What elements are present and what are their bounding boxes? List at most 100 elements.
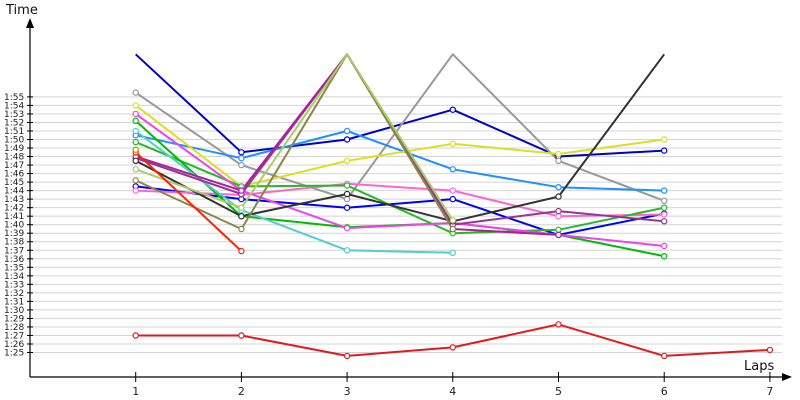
series-markers [132,89,774,360]
series-14-point-2 [238,212,245,220]
series-2-point-6 [661,147,668,154]
series-13-point-2 [238,187,245,194]
y-tick-label: 1:39 [4,229,24,239]
series-line-5 [135,104,665,188]
y-tick-label: 1:54 [4,101,24,111]
y-tick-label: 1:53 [4,110,24,120]
series-1-point-1 [132,332,139,339]
series-line-17 [135,151,243,252]
y-tick-label: 1:48 [4,153,24,163]
y-tick-label: 1:34 [4,272,24,282]
y-tick-label: 1:28 [4,323,24,333]
series-14-point-5 [555,193,562,200]
series-15-point-1 [132,177,139,184]
series-15-point-4 [449,225,456,233]
series-1-point-5 [555,321,562,328]
series-line-12 [135,53,665,226]
series-5-point-5 [555,150,562,158]
y-tick-label: 1:26 [4,340,24,350]
series-14-point-3 [343,190,351,198]
series-line-4 [135,130,665,192]
series-7-point-1 [132,187,139,194]
series-line-14 [135,53,666,223]
series-15-point-2 [238,225,245,233]
series-line-7 [135,182,665,218]
y-tick-label: 1:25 [4,349,24,359]
y-tick-labels: 1:251:261:271:281:291:301:311:321:331:34… [4,93,24,359]
series-4-point-5 [555,183,562,191]
series-line-16 [135,53,454,221]
series-7-point-4 [449,187,456,194]
y-tick-label: 1:38 [4,238,24,248]
y-tick-label: 1:42 [4,204,24,214]
x-tick-labels: 1 2 3 4 5 6 7 [132,372,773,398]
y-tick-label: 1:27 [4,331,24,341]
series-5-point-6 [661,136,668,143]
series-7-point-6 [661,211,668,218]
series-3-point-3 [343,195,351,203]
x-tick-label: 6 [661,385,668,398]
series-8-point-1 [132,138,139,146]
series-11-point-3 [343,224,351,232]
axes: Time Laps [5,3,792,381]
y-axis-arrow-icon [26,18,34,28]
y-tick-label: 1:41 [4,212,24,222]
y-tick-label: 1:44 [4,187,24,197]
y-tick-label: 1:55 [4,93,24,103]
series-4-point-6 [661,187,668,194]
x-tick-label: 5 [555,385,562,398]
y-tick-label: 1:31 [4,297,24,307]
series-17-point-2 [238,247,245,255]
y-tick-label: 1:37 [4,246,24,256]
series-4-point-4 [449,166,456,173]
series-4-point-3 [343,127,351,135]
series-5-point-4 [449,140,456,147]
y-tick-label: 1:29 [4,314,24,324]
series-9-point-6 [661,253,668,260]
y-axis-title: Time [5,3,38,18]
y-tick-label: 1:47 [4,161,24,171]
series-2-point-3 [343,136,351,143]
y-tick-label: 1:32 [4,289,24,299]
series-16-point-1 [132,166,139,173]
series-12-point-5 [555,207,562,215]
y-tick-label: 1:43 [4,195,24,205]
series-1-point-2 [238,332,245,339]
series-10-point-1 [132,127,139,135]
series-14-point-1 [132,157,139,164]
series-3-point-5 [555,157,562,164]
y-tick-label: 1:30 [4,306,24,316]
series-3-point-6 [661,197,668,204]
x-tick-label: 7 [766,385,773,398]
x-tick-label: 4 [449,385,456,398]
series-2-point-2 [238,149,245,156]
series-1-point-4 [449,344,456,351]
series-8-point-5 [555,226,562,233]
y-tick-label: 1:50 [4,136,24,146]
y-tick-label: 1:40 [4,221,24,231]
series-5-point-1 [132,102,139,109]
series-line-10 [135,130,453,254]
x-axis-arrow-icon [782,373,792,381]
series-4-point-2 [238,154,245,162]
series-1-point-3 [343,352,351,360]
series-line-15 [135,53,454,230]
series-8-point-6 [661,204,668,211]
series-6-point-3 [343,204,351,211]
series-line-2 [135,53,665,158]
x-axis-title: Laps [744,359,774,374]
x-tick-label: 3 [344,385,351,398]
series-16-point-4 [449,217,456,224]
series-3-point-2 [238,161,245,169]
series-line-3 [135,53,665,202]
series-10-point-3 [343,247,351,254]
y-tick-label: 1:35 [4,263,24,273]
series-6-point-4 [449,195,456,203]
y-tick-label: 1:52 [4,118,24,128]
series-7-point-5 [555,212,562,220]
series-line-11 [135,113,665,247]
series-1-point-6 [661,352,668,360]
y-tick-label: 1:49 [4,144,24,154]
